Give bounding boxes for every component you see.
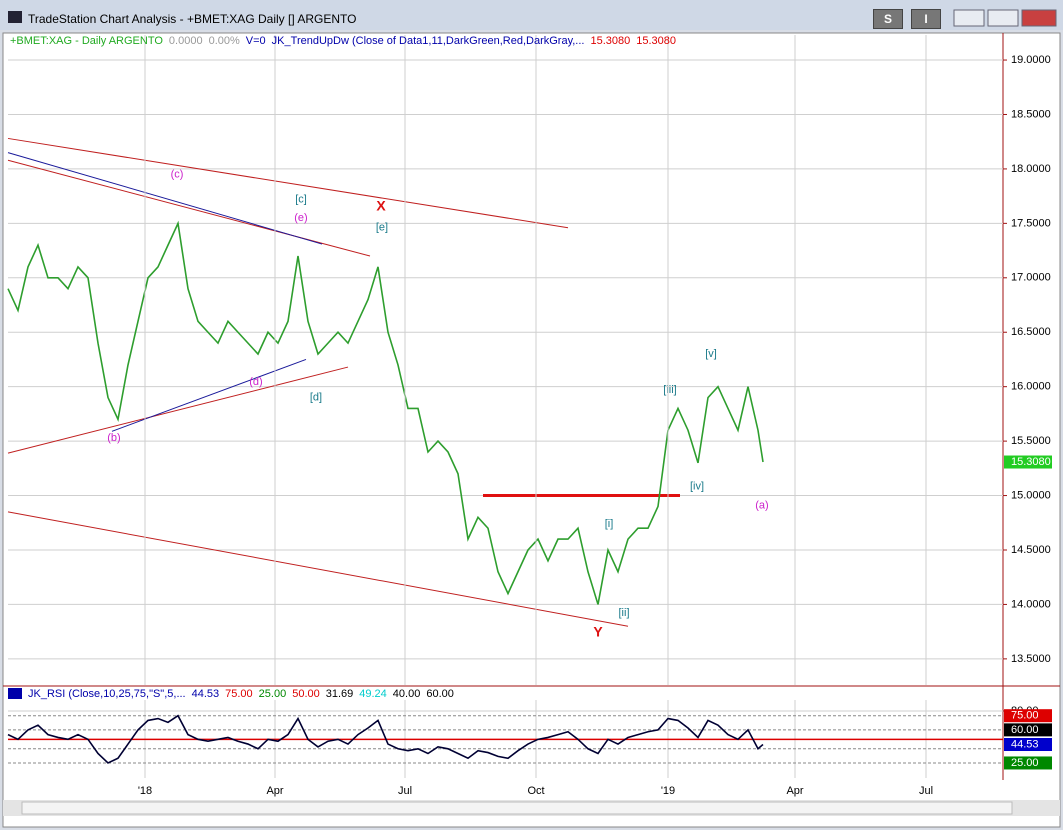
value-tag (1004, 709, 1052, 723)
x-tick-label: Jul (919, 785, 933, 797)
header-item: 31.69 (325, 688, 354, 700)
x-tick-label: Apr (786, 785, 803, 797)
wave-label: (b) (107, 432, 120, 444)
y-tick-label: 15.0000 (1011, 489, 1051, 501)
header-item: V=0 (245, 35, 266, 47)
value-tag (1004, 756, 1052, 770)
wave-label: (e) (294, 212, 307, 224)
y-tick-label: 14.0000 (1011, 598, 1051, 610)
header-item: JK_TrendUpDw (Close of Data1,11,DarkGree… (271, 35, 585, 47)
trend-line (7, 511, 629, 627)
wave-label: [e] (376, 222, 388, 234)
y-tick-label: 18.0000 (1011, 163, 1051, 175)
wave-label: (d) (249, 376, 262, 388)
header-item: 25.00 (258, 688, 287, 700)
header-item: 0.00% (208, 35, 240, 47)
trend-line (7, 152, 323, 245)
maximize-button[interactable] (987, 9, 1019, 27)
wave-label: [v] (705, 348, 717, 360)
wave-label: [i] (605, 518, 614, 530)
wave-label: [ii] (619, 607, 630, 619)
value-tag (1004, 455, 1052, 469)
y-tick-label: 16.5000 (1011, 326, 1051, 338)
y-tick-label: 17.0000 (1011, 272, 1051, 284)
close-button[interactable] (1021, 9, 1057, 27)
trend-line (7, 366, 349, 454)
value-tag (1004, 738, 1052, 752)
header-item: JK_RSI (Close,10,25,75,"S",5,... (28, 688, 186, 700)
rsi-header: JK_RSI (Close,10,25,75,"S",5,... 44.53 75.… (28, 688, 460, 700)
x-tick-label: '18 (138, 785, 152, 797)
header-item: 15.3080 (590, 35, 631, 47)
y-tick-label: 17.5000 (1011, 217, 1051, 229)
rsi-icon (8, 688, 22, 699)
wave-label: [iii] (663, 384, 676, 396)
value-tag-label: 44.53 (1011, 738, 1039, 750)
app-icon (8, 11, 22, 23)
price-header: +BMET:XAG - Daily ARGENTO 0.0000 0.00% V=0 J… (10, 35, 682, 47)
value-tag-label: 60.00 (1011, 724, 1039, 736)
x-tick-label: Oct (527, 785, 544, 797)
header-item: 49.24 (359, 688, 387, 700)
value-tag-label: 25.00 (1011, 757, 1039, 769)
header-item: 60.00 (426, 688, 454, 700)
series-line (7, 220, 764, 605)
header-item: 40.00 (392, 688, 421, 700)
header-item: 15.3080 (636, 35, 677, 47)
y-tick-label: 18.5000 (1011, 108, 1051, 120)
trend-line (111, 358, 307, 432)
wave-label: (c) (171, 168, 184, 180)
trend-line (7, 137, 569, 229)
value-tag (1004, 723, 1052, 737)
wave-label: [d] (310, 391, 322, 403)
scroll-thumb[interactable] (21, 801, 1013, 815)
i-button[interactable]: I (911, 9, 941, 29)
y-tick-label: 13.5000 (1011, 653, 1051, 665)
wave-label: [c] (295, 193, 307, 205)
y-tick-label: 19.0000 (1011, 54, 1051, 66)
chart-area (2, 32, 1061, 828)
wave-label: X (376, 198, 386, 214)
x-tick-label: Apr (266, 785, 283, 797)
y-tick-label: 14.5000 (1011, 544, 1051, 556)
x-tick-label: '19 (661, 785, 675, 797)
y-tick-label: 16.0000 (1011, 381, 1051, 393)
window-title: TradeStation Chart Analysis - +BMET:XAG … (28, 12, 357, 26)
y-tick-label: 15.5000 (1011, 435, 1051, 447)
value-tag-label: 75.00 (1011, 710, 1039, 722)
wave-label: [iv] (690, 481, 704, 493)
wave-label: (a) (755, 499, 768, 511)
header-item: 0.0000 (168, 35, 203, 47)
header-item: 75.00 (225, 688, 253, 700)
minimize-button[interactable] (953, 9, 985, 27)
header-item: 50.00 (292, 688, 320, 700)
header-item: 44.53 (191, 688, 220, 700)
wave-label: Y (593, 623, 603, 639)
value-tag-label: 15.3080 (1011, 456, 1051, 468)
s-button[interactable]: S (873, 9, 903, 29)
header-item: +BMET:XAG - Daily ARGENTO (10, 35, 163, 47)
x-tick-label: Jul (398, 785, 412, 797)
series-line (7, 714, 764, 764)
